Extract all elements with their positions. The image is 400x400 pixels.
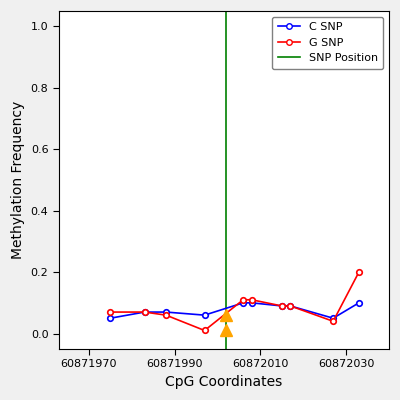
X-axis label: CpG Coordinates: CpG Coordinates xyxy=(165,375,282,389)
Y-axis label: Methylation Frequency: Methylation Frequency xyxy=(11,101,25,259)
Legend: C SNP, G SNP, SNP Position: C SNP, G SNP, SNP Position xyxy=(272,17,383,69)
